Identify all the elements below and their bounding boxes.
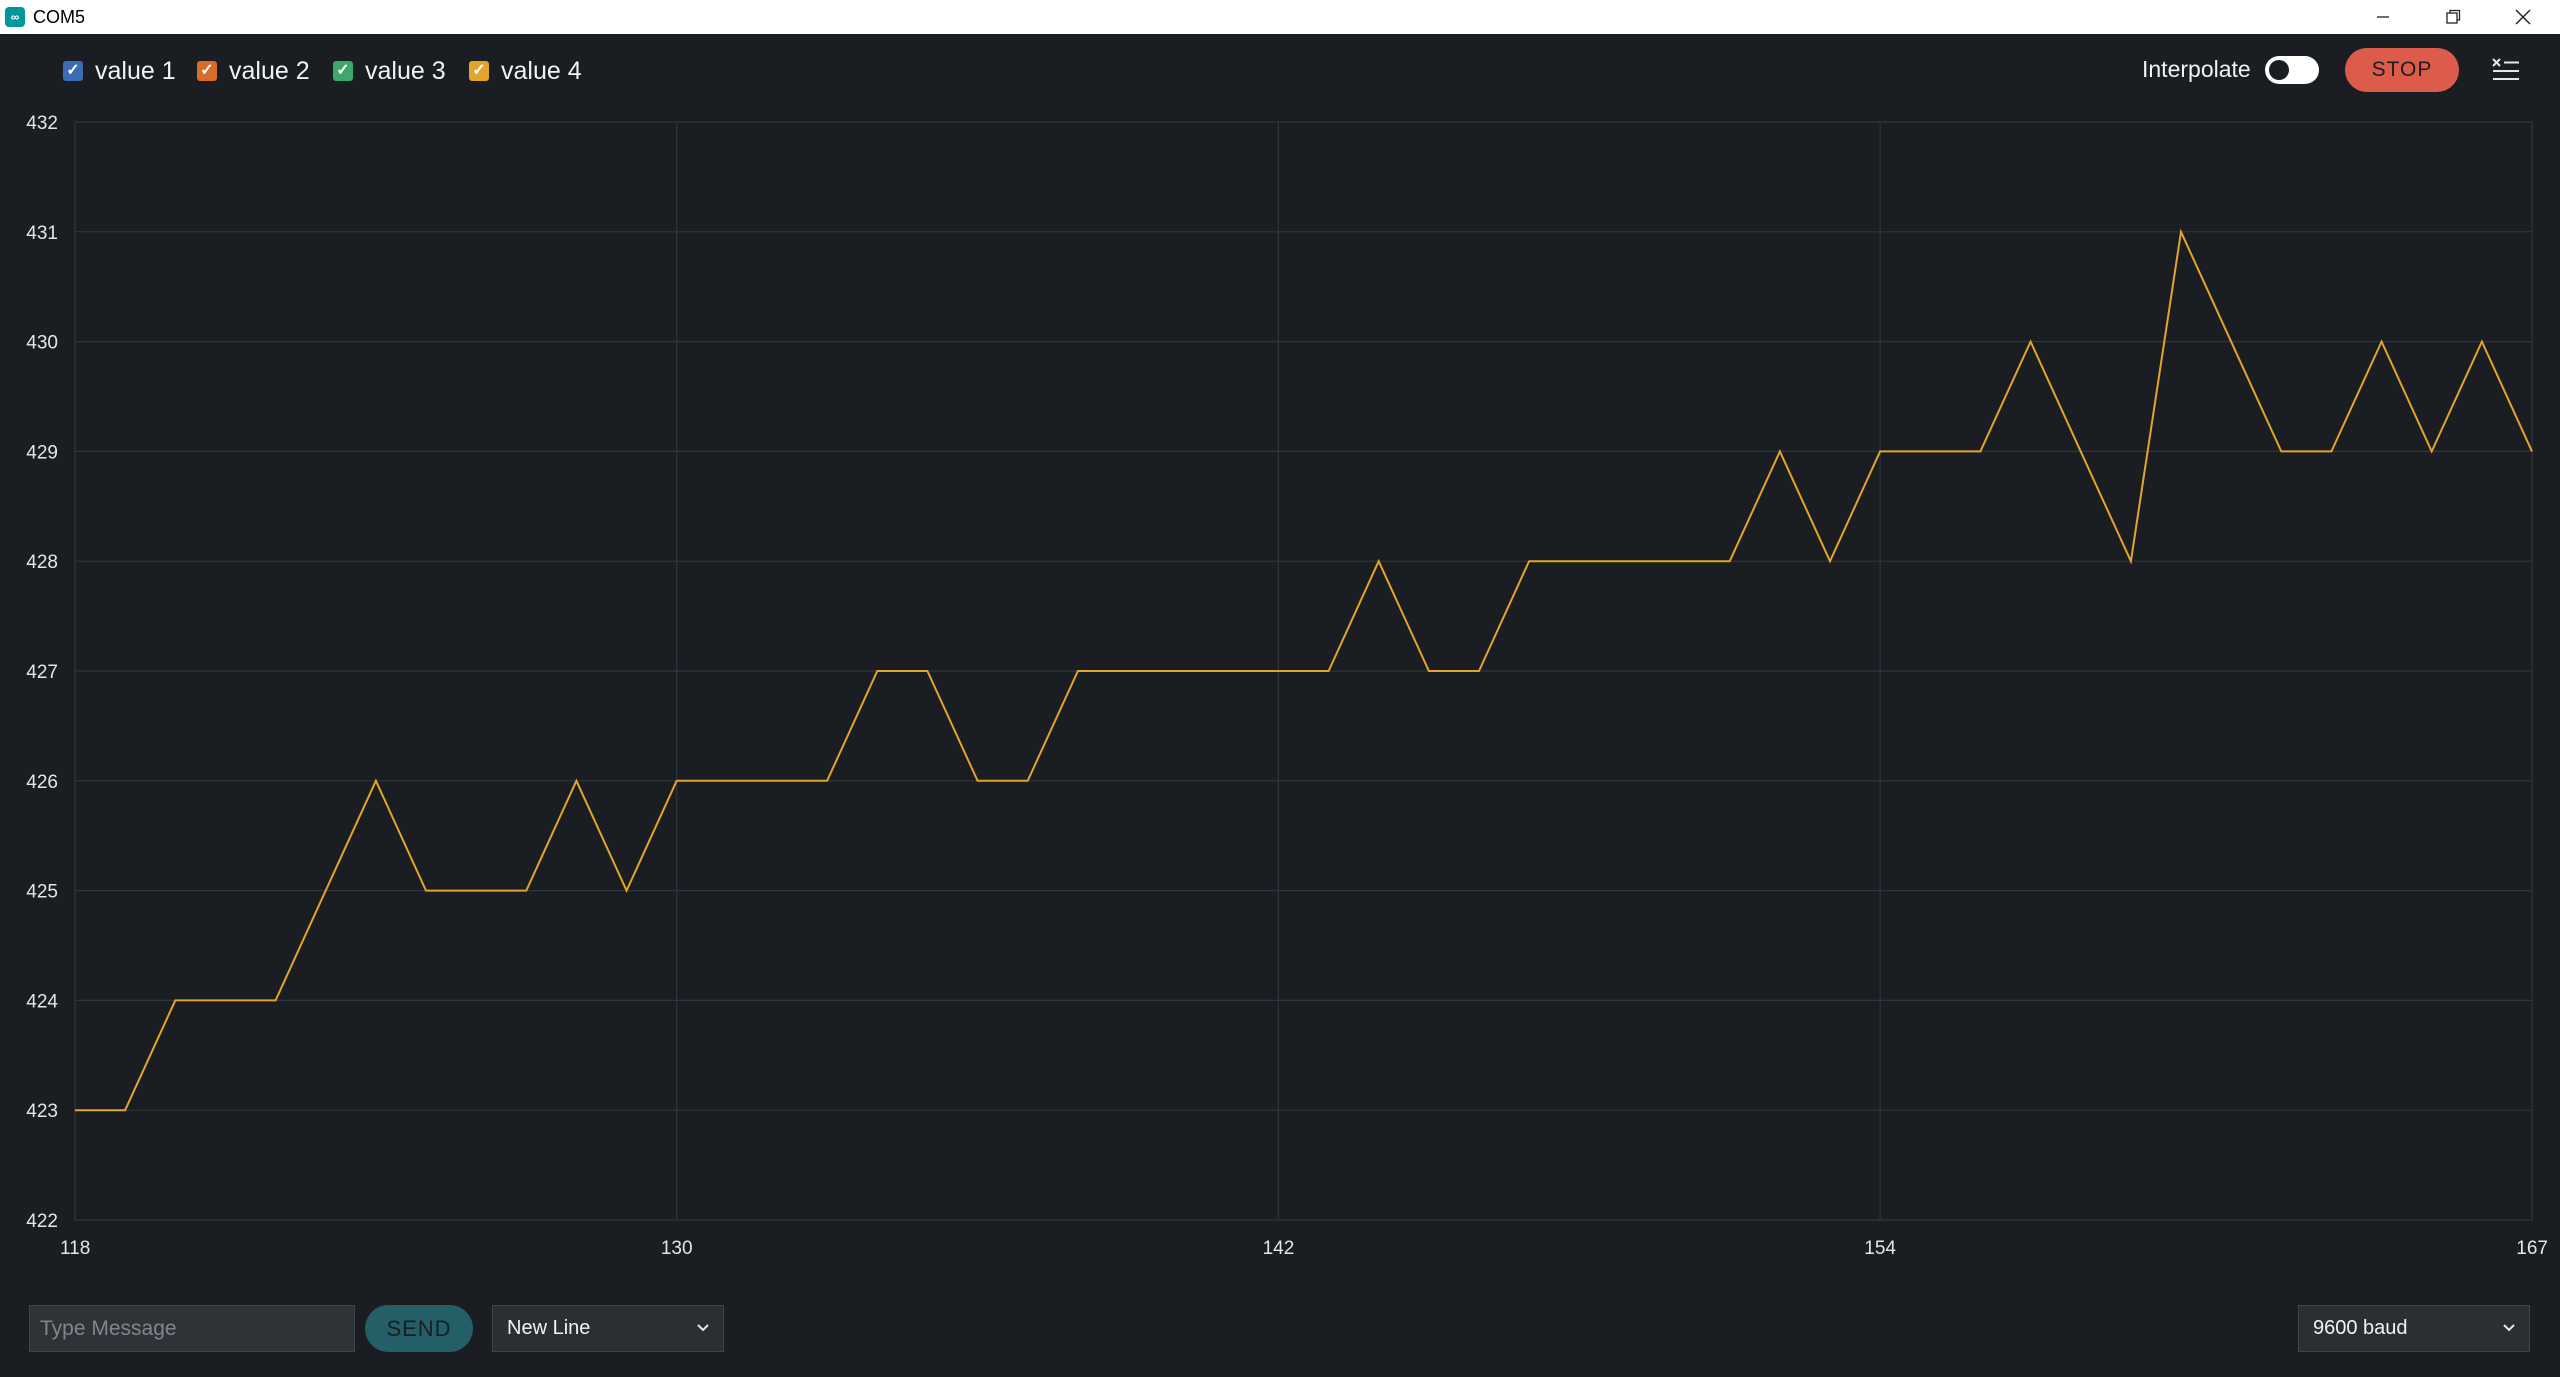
y-tick-label: 425: [26, 882, 58, 903]
series-line: [75, 228, 2533, 1112]
y-tick-label: 430: [26, 333, 58, 354]
baud-rate-value: 9600 baud: [2313, 1317, 2408, 1339]
close-button[interactable]: [2488, 0, 2558, 34]
legend-label: value 2: [229, 56, 310, 85]
restore-icon: [2446, 9, 2461, 24]
interpolate-toggle[interactable]: [2265, 56, 2319, 84]
chevron-down-icon: [2503, 1324, 2515, 1332]
restore-button[interactable]: [2418, 0, 2488, 34]
checkbox-checked-icon[interactable]: ✓: [197, 61, 217, 81]
x-tick-label: 118: [60, 1238, 90, 1259]
plotter-toolbar: ✓ value 1 ✓ value 2 ✓ value 3 ✓ value 4 …: [0, 34, 2560, 110]
message-input[interactable]: [29, 1305, 355, 1352]
stop-button[interactable]: STOP: [2345, 48, 2459, 92]
legend-label: value 3: [365, 56, 446, 85]
serial-plot-chart: 422 423 424 425 426 427 428 429 430 431 432 118 130 1…: [26, 113, 2548, 1259]
y-tick-label: 431: [26, 223, 58, 244]
y-tick-label: 422: [26, 1211, 58, 1232]
legend-value-3[interactable]: ✓ value 3: [333, 56, 446, 85]
y-tick-label: 432: [26, 113, 58, 134]
chart-axes: 422 423 424 425 426 427 428 429 430 431 432 118 130 1…: [26, 113, 2548, 1259]
line-ending-value: New Line: [507, 1317, 591, 1339]
baud-rate-select[interactable]: 9600 baud: [2298, 1305, 2530, 1352]
y-tick-label: 426: [26, 772, 58, 793]
checkbox-checked-icon[interactable]: ✓: [333, 61, 353, 81]
x-tick-label: 167: [2516, 1238, 2548, 1259]
minimize-icon: [2377, 16, 2389, 18]
y-tick-label: 428: [26, 552, 58, 573]
legend-label: value 1: [95, 56, 176, 85]
legend-value-2[interactable]: ✓ value 2: [197, 56, 310, 85]
toggle-knob: [2269, 60, 2289, 80]
arduino-infinity-icon: ∞: [5, 7, 25, 27]
y-tick-label: 429: [26, 442, 58, 463]
x-tick-label: 142: [1263, 1238, 1295, 1259]
legend-value-1[interactable]: ✓ value 1: [63, 56, 176, 85]
legend-label: value 4: [501, 56, 582, 85]
window-title: COM5: [33, 6, 86, 27]
y-tick-label: 427: [26, 662, 58, 683]
x-tick-label: 130: [661, 1238, 693, 1259]
y-tick-label: 423: [26, 1101, 58, 1122]
interpolate-label: Interpolate: [2142, 56, 2251, 82]
checkbox-checked-icon[interactable]: ✓: [469, 61, 489, 81]
close-icon: [2515, 9, 2531, 25]
title-bar: ∞ COM5: [0, 0, 2560, 34]
chart-series: [75, 228, 2533, 1112]
send-button[interactable]: SEND: [365, 1305, 473, 1352]
x-tick-label: 154: [1864, 1238, 1896, 1259]
checkbox-checked-icon[interactable]: ✓: [63, 61, 83, 81]
clear-list-icon[interactable]: [2490, 54, 2522, 86]
y-tick-label: 424: [26, 991, 58, 1012]
legend-value-4[interactable]: ✓ value 4: [469, 56, 582, 85]
minimize-button[interactable]: [2348, 0, 2418, 34]
chevron-down-icon: [697, 1324, 709, 1332]
line-ending-select[interactable]: New Line: [492, 1305, 724, 1352]
